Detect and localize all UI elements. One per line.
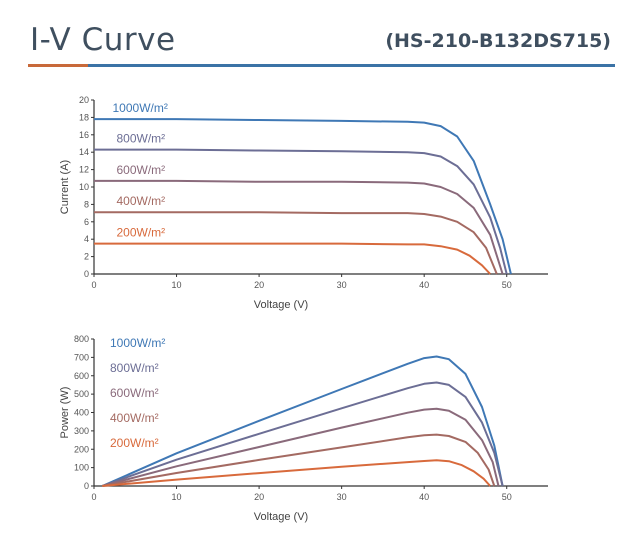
series-line	[102, 433, 496, 487]
header-rule-accent	[28, 64, 88, 67]
series-label: 600W/m²	[110, 386, 159, 400]
series-line	[94, 242, 491, 275]
y-tick-label: 200	[74, 444, 89, 454]
y-tick-label: 4	[84, 234, 89, 244]
series-label: 800W/m²	[117, 132, 166, 146]
x-tick-label: 30	[337, 280, 347, 290]
page-title: I-V Curve	[30, 22, 176, 58]
series-line	[101, 355, 504, 487]
series-label: 400W/m²	[110, 411, 159, 425]
y-tick-label: 800	[74, 334, 89, 344]
series-label: 800W/m²	[110, 361, 159, 375]
y-tick-label: 18	[79, 112, 89, 122]
series-label: 400W/m²	[117, 194, 166, 208]
pv-chart: 0 100 200 300 400 500 600 700 800 0 10 20 30 40 50 Volt…	[59, 334, 548, 523]
y-axis-title: Current (A)	[59, 160, 71, 214]
series-line	[102, 407, 500, 487]
y-tick-label: 2	[84, 252, 89, 262]
x-tick-label: 40	[419, 492, 429, 502]
series-line	[101, 381, 504, 487]
x-tick-label: 10	[172, 280, 182, 290]
x-axis-title: Voltage (V)	[254, 511, 308, 523]
x-tick-label: 10	[172, 492, 182, 502]
x-tick-label: 20	[254, 492, 264, 502]
header: I-V Curve (HS-210-B132DS715)	[0, 0, 627, 70]
x-axis-title: Voltage (V)	[254, 299, 308, 311]
y-tick-label: 700	[74, 352, 89, 362]
x-tick-label: 50	[502, 280, 512, 290]
y-tick-label: 500	[74, 389, 89, 399]
iv-chart: 0 2 4 6 8 10 12 14 16 18 20 0 10 20 30 40 50 Voltage (V) C…	[59, 95, 548, 311]
y-tick-label: 16	[79, 130, 89, 140]
series-line	[94, 118, 512, 275]
y-tick-label: 600	[74, 371, 89, 381]
y-tick-label: 100	[74, 463, 89, 473]
x-tick-label: 0	[91, 492, 96, 502]
y-tick-label: 10	[79, 182, 89, 192]
y-tick-label: 0	[84, 481, 89, 491]
series-line	[94, 148, 508, 275]
y-tick-label: 0	[84, 269, 89, 279]
y-tick-label: 400	[74, 408, 89, 418]
x-tick-label: 20	[254, 280, 264, 290]
series-label: 200W/m²	[110, 436, 159, 450]
series-label: 600W/m²	[117, 163, 166, 177]
y-tick-label: 14	[79, 147, 89, 157]
x-tick-label: 0	[91, 280, 96, 290]
y-tick-label: 6	[84, 217, 89, 227]
series-line	[102, 459, 491, 487]
x-tick-label: 50	[502, 492, 512, 502]
y-tick-label: 20	[79, 95, 89, 105]
y-axis-title: Power (W)	[59, 387, 71, 439]
series-label: 1000W/m²	[110, 336, 165, 350]
x-tick-label: 40	[419, 280, 429, 290]
header-rule	[88, 64, 615, 67]
series-line	[94, 211, 498, 275]
series-line	[94, 179, 504, 275]
series-label: 1000W/m²	[113, 101, 168, 115]
y-tick-label: 8	[84, 199, 89, 209]
x-tick-label: 30	[337, 492, 347, 502]
model-number: (HS-210-B132DS715)	[385, 30, 611, 52]
y-tick-label: 12	[79, 165, 89, 175]
series-label: 200W/m²	[117, 226, 166, 240]
y-tick-label: 300	[74, 426, 89, 436]
